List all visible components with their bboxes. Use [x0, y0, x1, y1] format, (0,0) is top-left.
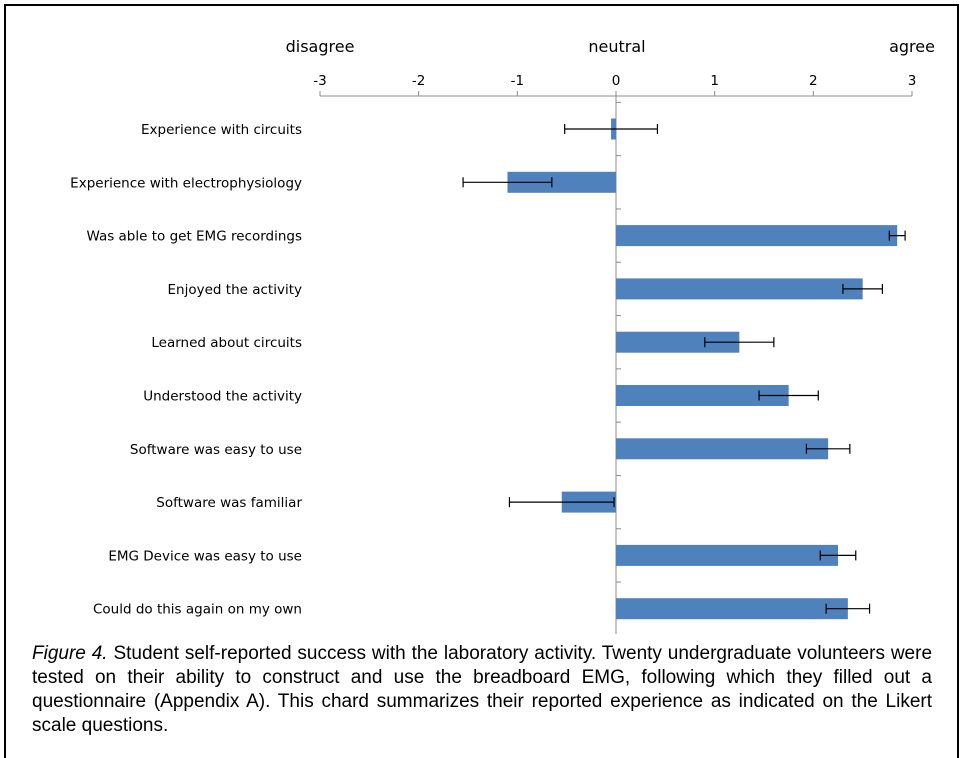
- bar: [616, 331, 740, 353]
- category-label: Was able to get EMG recordings: [86, 229, 302, 245]
- x-tick-label: 2: [809, 73, 818, 89]
- figure-label: Figure 4.: [32, 643, 108, 664]
- frame-top-border: [4, 4, 959, 6]
- x-tick-label: -1: [511, 73, 524, 89]
- scale-label-disagree: disagree: [286, 37, 355, 56]
- bar: [616, 278, 863, 300]
- frame-left-border: [4, 4, 6, 758]
- category-label: Experience with circuits: [141, 122, 302, 138]
- caption-text: Student self-reported success with the l…: [32, 643, 933, 736]
- x-tick-label: -3: [313, 73, 326, 89]
- bar: [616, 225, 898, 247]
- scale-label-agree: agree: [889, 37, 935, 56]
- bar: [507, 171, 616, 193]
- bar: [616, 385, 789, 406]
- bar: [616, 438, 829, 460]
- x-tick-label: -2: [412, 73, 425, 89]
- category-label: EMG Device was easy to use: [108, 548, 302, 564]
- x-tick-label: 0: [612, 73, 621, 89]
- bar: [616, 544, 838, 566]
- category-labels: Experience with circuits Experience with …: [70, 122, 302, 618]
- category-label: Enjoyed the activity: [168, 282, 302, 298]
- bar: [616, 598, 848, 620]
- x-tick-label: 3: [908, 73, 917, 89]
- category-label: Learned about circuits: [151, 335, 302, 351]
- figure-caption: Figure 4. Student self-reported success …: [32, 642, 932, 738]
- likert-bar-chart: disagree neutral agree -3 -2 -1 0 1 2 3 Experi…: [70, 37, 935, 634]
- category-label: Software was easy to use: [130, 442, 302, 458]
- category-label: Could do this again on my own: [93, 602, 302, 618]
- frame-right-border: [957, 4, 959, 758]
- category-label: Experience with electrophysiology: [70, 175, 302, 191]
- x-tick-label: 1: [710, 73, 719, 89]
- bars: [462, 118, 906, 620]
- scale-label-neutral: neutral: [588, 37, 645, 56]
- category-label: Software was familiar: [156, 495, 302, 511]
- category-label: Understood the activity: [143, 389, 302, 405]
